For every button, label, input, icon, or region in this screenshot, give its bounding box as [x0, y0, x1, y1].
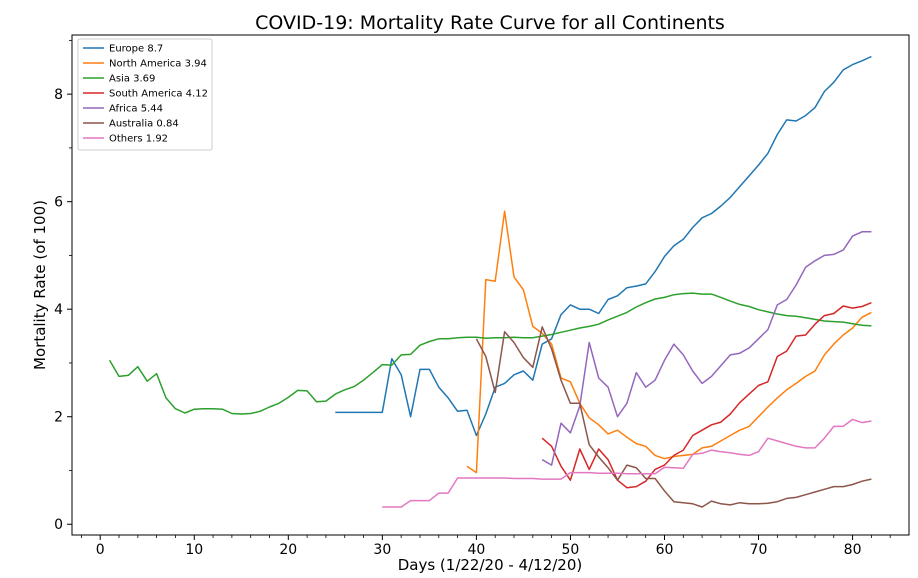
y-axis-title: Mortality Rate (of 100): [31, 200, 49, 370]
x-tick-label: 0: [96, 542, 105, 558]
series-line-asia: [108, 292, 872, 415]
legend-label: Others 1.92: [109, 134, 168, 145]
legend-label: Asia 3.69: [109, 74, 155, 85]
x-axis-title: Days (1/22/20 - 4/12/20): [398, 556, 583, 574]
chart-title: COVID-19: Mortality Rate Curve for all C…: [255, 12, 725, 34]
legend-label: South America 4.12: [109, 89, 208, 100]
axes: 0 10 20 30 40 50 60 70 80 0 2 4 6 8: [54, 39, 891, 558]
plot-frame: [71, 34, 910, 536]
y-tick-label: 8: [54, 87, 63, 103]
x-tick-label: 80: [844, 542, 862, 558]
series-line-north-america: [466, 210, 872, 474]
legend-label: Africa 5.44: [109, 104, 163, 115]
series-line-others: [382, 418, 872, 508]
y-tick-label: 0: [54, 517, 63, 533]
plot-area: [71, 34, 910, 536]
legend-label: Australia 0.84: [109, 119, 179, 130]
series-line-south-america: [541, 302, 872, 489]
legend: Europe 8.7 North America 3.94 Asia 3.69 Sou…: [77, 38, 213, 151]
x-tick-label: 10: [185, 542, 203, 558]
x-tick-label: 20: [279, 542, 297, 558]
x-tick-label: 30: [373, 542, 391, 558]
series-line-europe: [335, 55, 872, 437]
legend-box: [77, 38, 213, 151]
series-line-australia: [475, 326, 872, 508]
x-tick-label: 70: [750, 542, 768, 558]
x-tick-label: 40: [467, 542, 485, 558]
series-group: [108, 55, 872, 508]
series-line-africa: [541, 231, 872, 466]
x-tick-label: 50: [562, 542, 580, 558]
legend-label: North America 3.94: [109, 59, 207, 70]
y-tick-label: 4: [54, 302, 63, 318]
y-tick-label: 2: [54, 410, 63, 426]
x-tick-label: 60: [656, 542, 674, 558]
y-tick-label: 6: [54, 195, 63, 211]
legend-label: Europe 8.7: [109, 44, 163, 55]
